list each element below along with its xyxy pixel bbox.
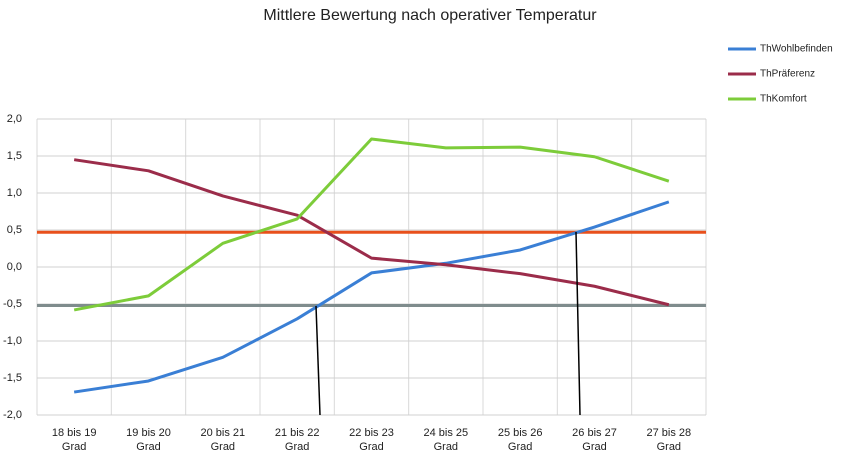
data-line <box>73 158 670 307</box>
x-tick-label: 27 bis 28 Grad <box>646 427 692 453</box>
x-tick-label: 25 bis 26 Grad <box>497 427 543 453</box>
chart-title: Mittlere Bewertung nach operativer Tempe… <box>263 7 597 24</box>
x-tick-label: 21 bis 22 Grad <box>274 427 320 453</box>
y-tick-label: 1,0 <box>7 187 22 199</box>
data-line <box>73 137 670 312</box>
legend-label: ThWohlbefinden <box>760 44 833 55</box>
annotation-line <box>575 231 581 416</box>
y-tick-label: 0,5 <box>7 224 22 236</box>
y-tick-label: -1,0 <box>3 335 22 347</box>
y-tick-label: 0,0 <box>7 261 22 273</box>
x-tick-label: 19 bis 20 Grad <box>126 427 171 453</box>
annotation-line <box>315 305 321 416</box>
x-tick-label: 26 bis 27 Grad <box>572 427 617 453</box>
legend-label: ThPräferenz <box>760 69 815 80</box>
y-tick-label: -1,5 <box>3 372 22 384</box>
x-tick-label: 18 bis 19 Grad <box>51 427 97 453</box>
y-tick-label: -0,5 <box>3 298 22 310</box>
data-line <box>73 200 670 394</box>
x-tick-label: 20 bis 21 Grad <box>200 427 246 453</box>
x-tick-label: 24 bis 25 Grad <box>423 427 469 453</box>
x-tick-label: 22 bis 23 Grad <box>349 427 394 453</box>
y-tick-label: -2,0 <box>3 409 22 421</box>
y-tick-label: 2,0 <box>7 113 22 125</box>
y-tick-label: 1,5 <box>7 150 22 162</box>
legend-label: ThKomfort <box>760 94 807 105</box>
